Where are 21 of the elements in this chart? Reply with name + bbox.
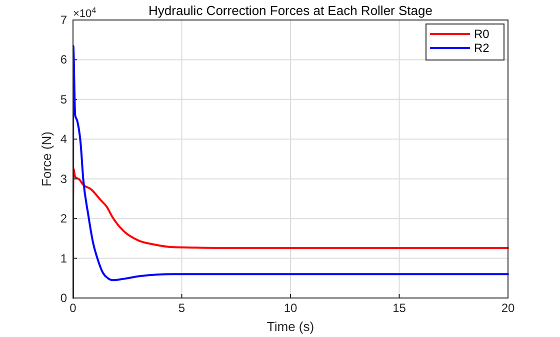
y-axis-title: Force (N) <box>39 132 54 186</box>
y-tick-label: 6 <box>60 52 68 67</box>
legend-label: R2 <box>474 41 490 55</box>
x-tick-label: 15 <box>392 301 406 315</box>
x-axis-title: Time (s) <box>266 319 314 334</box>
x-tick-label: 0 <box>70 301 77 315</box>
legend-label: R0 <box>474 27 490 41</box>
y-tick-label: 2 <box>60 212 68 226</box>
line-series <box>73 168 509 249</box>
x-tick-label: 10 <box>284 301 298 315</box>
x-tick-label: 20 <box>501 301 515 315</box>
text: ×10$^{4}$ <box>73 6 97 20</box>
y-tick-label: 5 <box>60 92 68 106</box>
y-tick-label: 7 <box>60 13 68 27</box>
y-tick-label: 0 <box>60 291 68 305</box>
chart-title: Hydraulic Correction Forces at Each Roller Stage <box>148 3 432 18</box>
line-series <box>73 44 509 299</box>
y-tick-label: 4 <box>60 132 68 146</box>
x-tick-label: 5 <box>178 301 186 315</box>
y-tick-label: 1 <box>60 251 68 266</box>
y-tick-label: 3 <box>60 172 68 186</box>
